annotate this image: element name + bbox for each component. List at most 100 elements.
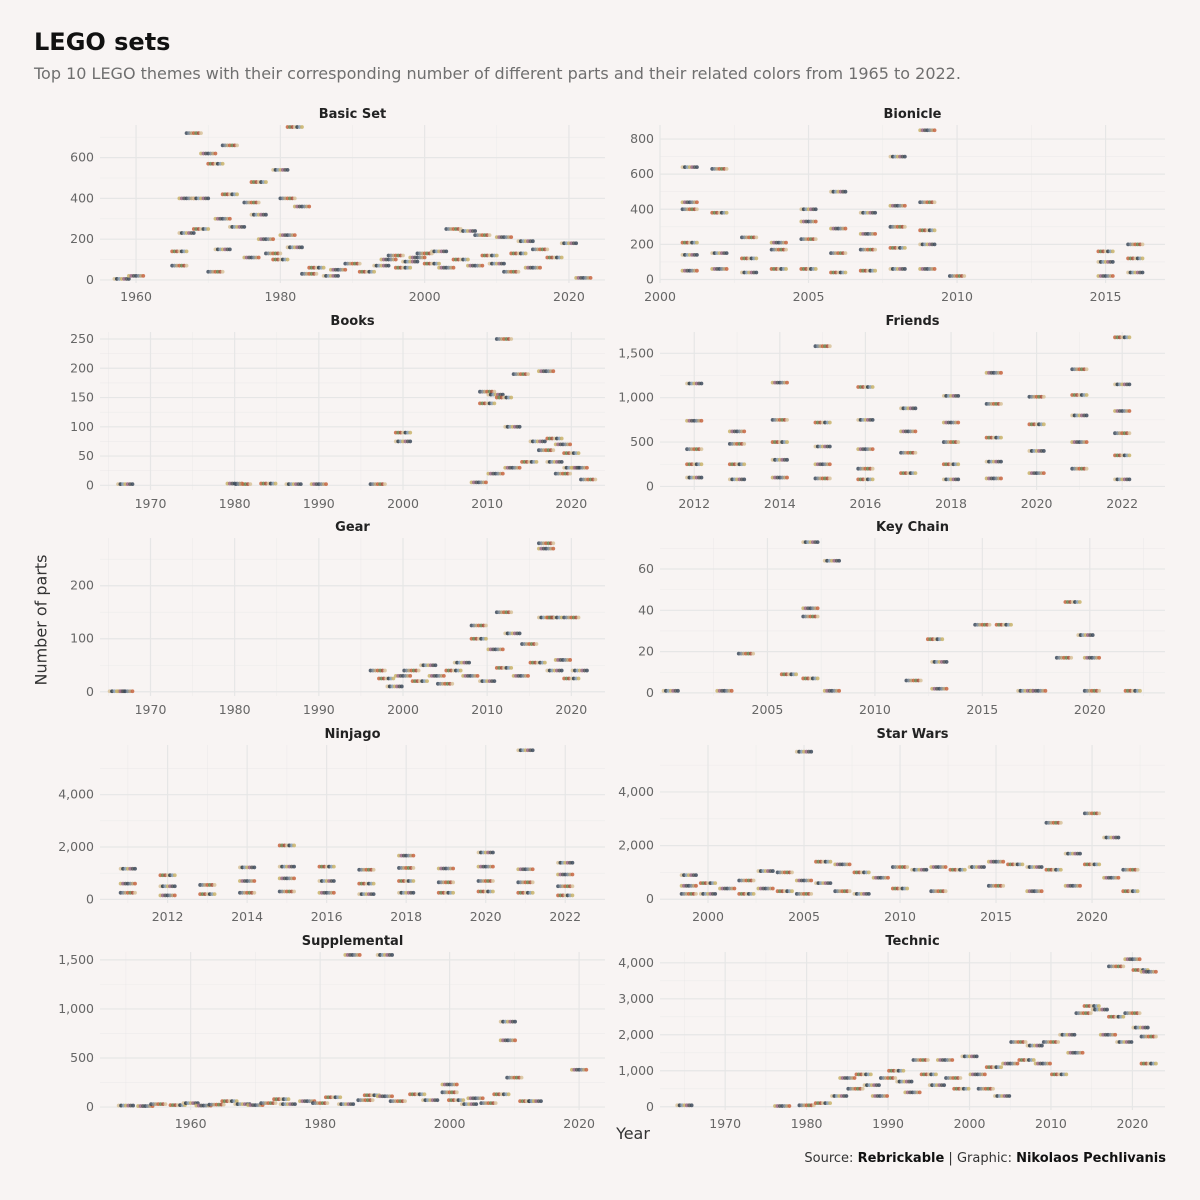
data-point-dot bbox=[870, 466, 875, 471]
data-point-dot bbox=[785, 417, 789, 422]
data-point-dot bbox=[484, 623, 488, 628]
y-tick-label: 0 bbox=[646, 478, 654, 493]
data-point-dot bbox=[371, 881, 376, 886]
data-point-dot bbox=[809, 891, 814, 896]
data-point bbox=[536, 369, 556, 374]
data-point-dot bbox=[699, 462, 704, 467]
facet-panel: Basic Set 1960 1980 2000 2020 0 200 400 600 bbox=[70, 107, 605, 304]
data-point bbox=[858, 210, 878, 215]
data-point bbox=[1096, 274, 1115, 278]
data-point-dot bbox=[212, 892, 217, 897]
data-point-dot bbox=[212, 883, 217, 887]
y-tick-label: 600 bbox=[630, 166, 654, 181]
data-point-dot bbox=[513, 1019, 517, 1024]
y-tick-label: 4,000 bbox=[58, 787, 94, 802]
data-point bbox=[1123, 688, 1142, 693]
data-point-dot bbox=[264, 212, 268, 217]
data-point-dot bbox=[917, 1090, 922, 1095]
data-point bbox=[393, 439, 413, 444]
data-point bbox=[277, 864, 296, 869]
data-point bbox=[545, 615, 564, 620]
data-point-dot bbox=[526, 673, 530, 678]
x-tick-label: 2015 bbox=[980, 909, 1012, 924]
data-point-dot bbox=[837, 558, 842, 563]
data-point-dot bbox=[943, 889, 948, 894]
data-point-dot bbox=[517, 631, 522, 636]
data-point bbox=[220, 192, 239, 197]
data-point-dot bbox=[902, 154, 907, 159]
data-point bbox=[1123, 957, 1142, 962]
data-point bbox=[220, 143, 239, 148]
x-tick-label: 2000 bbox=[387, 702, 419, 717]
data-point bbox=[570, 668, 589, 673]
data-point bbox=[698, 881, 718, 886]
data-point-dot bbox=[491, 850, 495, 855]
data-point-dot bbox=[292, 876, 296, 881]
x-tick-label: 2005 bbox=[793, 289, 825, 304]
data-point-dot bbox=[1127, 477, 1132, 482]
data-point bbox=[813, 444, 832, 449]
data-point-dot bbox=[576, 676, 581, 681]
data-point-dot bbox=[827, 462, 832, 467]
y-tick-label: 4,000 bbox=[618, 784, 654, 799]
data-point-dot bbox=[408, 439, 413, 444]
data-point-dot bbox=[435, 1098, 440, 1103]
data-point-dot bbox=[1031, 1058, 1036, 1062]
data-point bbox=[459, 1102, 479, 1107]
data-point-dot bbox=[220, 269, 225, 274]
facet-panel: Supplemental 1960 1980 2000 2020 0 500 1,000 1,5… bbox=[58, 934, 605, 1131]
data-point bbox=[829, 251, 848, 256]
data-point bbox=[422, 261, 441, 266]
data-point-dot bbox=[213, 151, 218, 156]
data-point bbox=[1076, 633, 1095, 637]
data-point-dot bbox=[484, 636, 488, 641]
data-point bbox=[436, 866, 456, 871]
data-point-dot bbox=[393, 257, 398, 262]
data-point-dot bbox=[1007, 1094, 1012, 1098]
data-point bbox=[410, 679, 429, 684]
data-point bbox=[986, 883, 1006, 888]
data-point-dot bbox=[227, 247, 232, 252]
data-point-dot bbox=[794, 672, 799, 677]
y-tick-label: 100 bbox=[70, 419, 94, 434]
data-point-dot bbox=[724, 251, 729, 256]
data-point bbox=[675, 1103, 694, 1108]
data-point-dot bbox=[391, 676, 396, 681]
data-point-dot bbox=[843, 189, 848, 194]
data-point bbox=[862, 1083, 881, 1088]
data-point bbox=[727, 477, 747, 482]
data-point bbox=[278, 233, 297, 237]
data-point bbox=[888, 203, 907, 208]
data-point-dot bbox=[695, 253, 699, 257]
data-point bbox=[170, 263, 189, 268]
y-tick-label: 1,500 bbox=[58, 952, 94, 967]
data-point-dot bbox=[785, 475, 789, 480]
data-point bbox=[277, 843, 296, 848]
data-point bbox=[238, 890, 257, 895]
data-point-dot bbox=[1009, 622, 1013, 627]
facet-title: Supplemental bbox=[302, 934, 404, 949]
data-point bbox=[1058, 1032, 1077, 1037]
data-point bbox=[536, 448, 556, 453]
data-point-dot bbox=[292, 233, 297, 237]
data-point-dot bbox=[1137, 1011, 1142, 1016]
data-point bbox=[1063, 600, 1082, 604]
data-point-dot bbox=[559, 255, 564, 260]
data-point-dot bbox=[437, 261, 441, 266]
data-point bbox=[476, 889, 495, 894]
data-point bbox=[478, 389, 497, 394]
data-point-dot bbox=[1001, 859, 1006, 864]
data-point bbox=[1096, 260, 1115, 264]
data-point-dot bbox=[252, 890, 257, 895]
data-point bbox=[685, 475, 704, 480]
data-point-dot bbox=[1041, 422, 1046, 427]
data-point bbox=[899, 471, 918, 476]
data-point-dot bbox=[493, 1101, 498, 1106]
data-point bbox=[1025, 865, 1044, 869]
data-point-dot bbox=[754, 270, 759, 275]
data-point bbox=[242, 200, 261, 205]
data-point bbox=[941, 477, 961, 482]
data-point bbox=[984, 459, 1003, 464]
data-point-dot bbox=[827, 420, 832, 425]
data-point-dot bbox=[809, 878, 814, 883]
